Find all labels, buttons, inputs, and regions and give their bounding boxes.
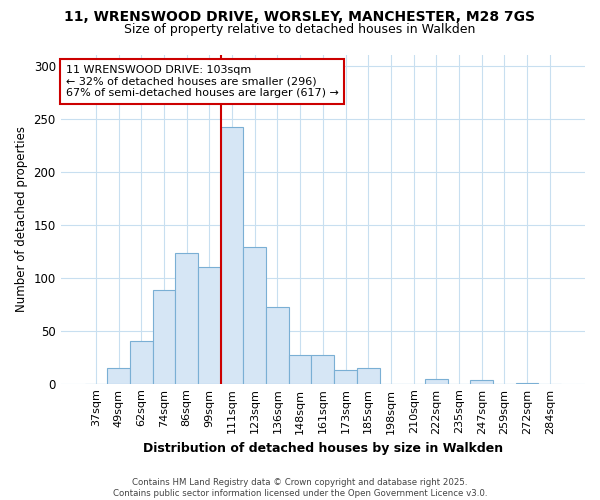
Bar (289, 355, 311, 384)
Text: Contains HM Land Registry data © Crown copyright and database right 2025.
Contai: Contains HM Land Registry data © Crown c… (113, 478, 487, 498)
Bar (221, 127, 244, 384)
Bar (107, 368, 130, 384)
Bar (470, 380, 493, 384)
Bar (244, 247, 266, 384)
Text: 11 WRENSWOOD DRIVE: 103sqm
← 32% of detached houses are smaller (296)
67% of sem: 11 WRENSWOOD DRIVE: 103sqm ← 32% of deta… (66, 65, 339, 98)
Y-axis label: Number of detached properties: Number of detached properties (15, 126, 28, 312)
Bar (516, 382, 538, 384)
Bar (334, 370, 357, 384)
Bar (175, 254, 198, 384)
Bar (311, 355, 334, 384)
Bar (357, 368, 380, 384)
Bar (198, 267, 221, 384)
Bar (130, 342, 152, 384)
Bar (152, 290, 175, 384)
Bar (425, 380, 448, 384)
Bar (266, 308, 289, 384)
X-axis label: Distribution of detached houses by size in Walkden: Distribution of detached houses by size … (143, 442, 503, 455)
Text: Size of property relative to detached houses in Walkden: Size of property relative to detached ho… (124, 22, 476, 36)
Text: 11, WRENSWOOD DRIVE, WORSLEY, MANCHESTER, M28 7GS: 11, WRENSWOOD DRIVE, WORSLEY, MANCHESTER… (65, 10, 536, 24)
